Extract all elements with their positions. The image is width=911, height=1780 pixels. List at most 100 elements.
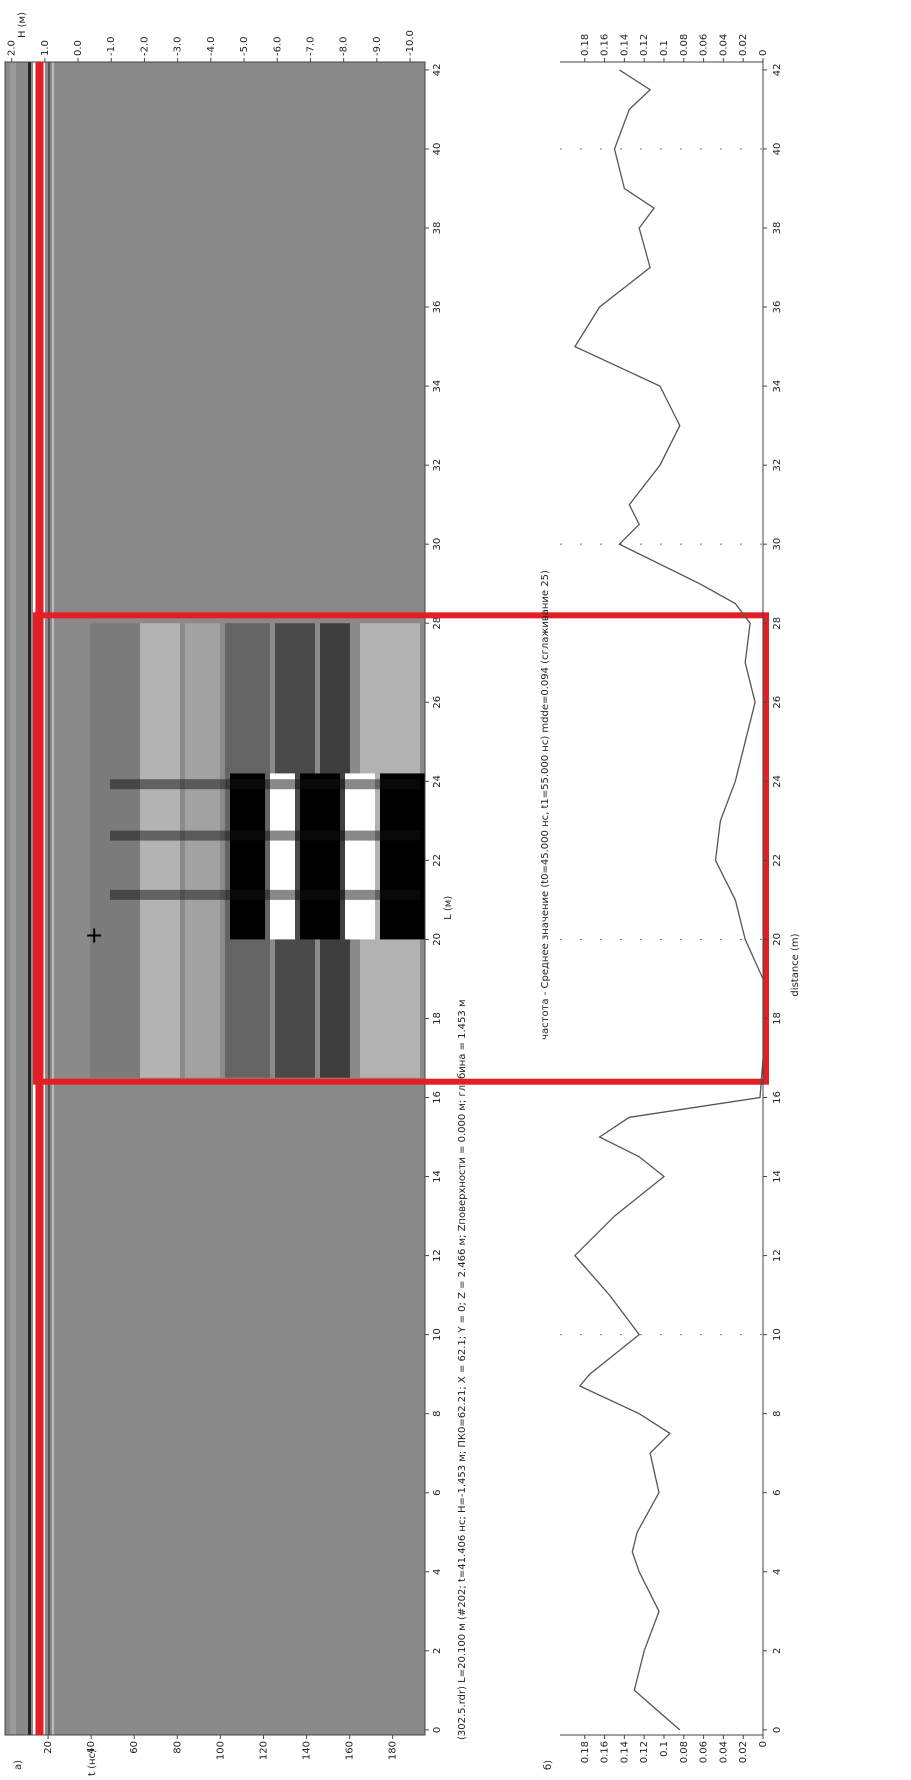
x-tick-label: 2: [772, 1648, 783, 1654]
y-tick-label: 0.14: [619, 1741, 630, 1763]
y-tick-label: 0.06: [699, 1741, 710, 1763]
y2-tick-label: -5.0: [239, 36, 250, 56]
y-tick-label: 0.04: [718, 1741, 729, 1763]
x-tick-label: 22: [432, 854, 443, 867]
y-tick-label: 160: [345, 1741, 356, 1760]
y2-tick-label: 0.0: [73, 40, 84, 56]
x-tick-label: 30: [432, 538, 443, 551]
y-tick-label: 180: [388, 1741, 399, 1760]
curve: [573, 69, 764, 1731]
y-tick-label-right: 0.16: [600, 34, 611, 56]
y2-tick-label: 2.0: [7, 40, 18, 56]
x-tick-label: 36: [772, 301, 783, 314]
radargram-anomaly: [270, 773, 295, 940]
radargram-band: [28, 62, 31, 1735]
radargram-anomaly: [230, 773, 265, 940]
y-tick-label: 0.02: [738, 1741, 749, 1763]
y-tick-label: 120: [258, 1741, 269, 1760]
y-tick-label: 40: [86, 1741, 97, 1754]
x-tick-label: 6: [432, 1490, 443, 1496]
y2-tick-label: -9.0: [372, 36, 383, 56]
surface-line: [35, 62, 44, 1735]
x-tick-label: 22: [772, 854, 783, 867]
x-tick-label: 36: [432, 301, 443, 314]
y-tick-label-right: 0.18: [580, 34, 591, 56]
x-tick-label: 16: [432, 1091, 443, 1104]
x-tick-label: 38: [772, 222, 783, 235]
x-tick-label: 8: [772, 1410, 783, 1416]
y2-tick-label: -10.0: [405, 30, 416, 56]
x-tick-label: 14: [432, 1170, 443, 1183]
x-tick-label: 4: [772, 1569, 783, 1575]
x-tick-label: 28: [772, 617, 783, 630]
y-tick-label-right: 0.08: [679, 34, 690, 56]
radargram-zone: [140, 623, 180, 1078]
y-tick-label: 100: [215, 1741, 226, 1760]
x-tick-label: 24: [772, 775, 783, 788]
radargram-anomaly: [345, 773, 375, 940]
y2-tick-label: -4.0: [206, 36, 217, 56]
y-tick-label: 0.12: [639, 1741, 650, 1763]
x-tick-label: 42: [772, 64, 783, 77]
y-tick-label: 0.16: [600, 1741, 611, 1763]
x-tick-label: 24: [432, 775, 443, 788]
rotated-figure: 0246810121416182022242628303234363840422…: [4, 12, 801, 1776]
x-tick-label: 10: [772, 1328, 783, 1341]
x-tick-label: 16: [772, 1091, 783, 1104]
y-tick-label: 0.18: [580, 1741, 591, 1763]
radargram-band: [48, 62, 50, 1735]
radargram-frame: [4, 61, 426, 1736]
x-tick-label: 2: [432, 1648, 443, 1654]
y2-tick-label: -8.0: [339, 36, 350, 56]
x-tick-label: 8: [432, 1410, 443, 1416]
y-tick-label: 0.1: [659, 1741, 670, 1757]
y2-tick-label: -3.0: [173, 36, 184, 56]
y-axis-label: t (нс): [87, 1749, 98, 1776]
x-tick-label: 14: [772, 1170, 783, 1183]
x-tick-label: 28: [432, 617, 443, 630]
y-tick-label-right: 0.04: [718, 34, 729, 56]
x-tick-label: 34: [432, 380, 443, 393]
chart-title: частота - Среднее значение (t0=45.000 нс…: [540, 570, 551, 1040]
x-tick-label: 40: [432, 143, 443, 156]
y-tick-label-right: 0.12: [639, 34, 650, 56]
y-tick-label: 80: [172, 1741, 183, 1754]
radargram-band: [10, 62, 16, 1735]
x-tick-label: 10: [432, 1328, 443, 1341]
panel-label: а): [13, 1760, 24, 1770]
x-tick-label: 34: [772, 380, 783, 393]
y-tick-label-right: 0: [758, 50, 769, 56]
x-tick-label: 32: [432, 459, 443, 472]
y-tick-label-right: 0.14: [619, 34, 630, 56]
radargram-streak: [110, 889, 420, 900]
x-tick-label: 4: [432, 1569, 443, 1575]
y2-tick-label: -1.0: [106, 36, 117, 56]
y2-tick-label: -7.0: [305, 36, 316, 56]
x-tick-label: 6: [772, 1490, 783, 1496]
radargram-anomaly: [300, 773, 340, 940]
y-tick-label-right: 0.02: [738, 34, 749, 56]
x-tick-label: 32: [772, 459, 783, 472]
radargram-streak: [110, 779, 420, 790]
y-tick-label: 60: [129, 1741, 140, 1754]
x-tick-label: 40: [772, 143, 783, 156]
x-axis-label: distance (m): [790, 933, 801, 996]
y-tick-label: 20: [43, 1741, 54, 1754]
x-tick-label: 26: [432, 696, 443, 709]
cursor: [87, 928, 102, 943]
radargram-zone: [185, 623, 220, 1078]
radargram-band: [43, 62, 45, 1735]
radargram-streak: [110, 830, 420, 841]
x-tick-label: 20: [432, 933, 443, 946]
y-tick-label: 140: [302, 1741, 313, 1760]
y2-axis-label: H (м): [17, 12, 28, 38]
y2-tick-label: -2.0: [139, 36, 150, 56]
radargram-band: [52, 62, 54, 1735]
x-axis-label: L (м): [443, 896, 454, 920]
x-tick-label: 38: [432, 222, 443, 235]
y-tick-label: 0.08: [679, 1741, 690, 1763]
y2-tick-label: -6.0: [272, 36, 283, 56]
y-tick-label-right: 0.06: [699, 34, 710, 56]
y-tick-label: 0: [758, 1741, 769, 1747]
